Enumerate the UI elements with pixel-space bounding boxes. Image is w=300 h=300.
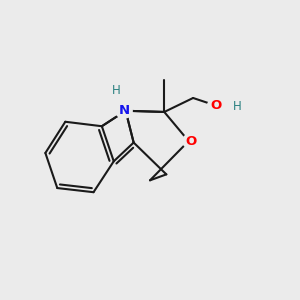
Ellipse shape	[116, 103, 132, 118]
Text: O: O	[210, 99, 222, 112]
Text: N: N	[118, 104, 129, 117]
Ellipse shape	[183, 134, 199, 148]
Ellipse shape	[208, 98, 224, 113]
Text: H: H	[232, 100, 241, 112]
Text: H: H	[112, 84, 121, 97]
Text: O: O	[185, 135, 197, 148]
